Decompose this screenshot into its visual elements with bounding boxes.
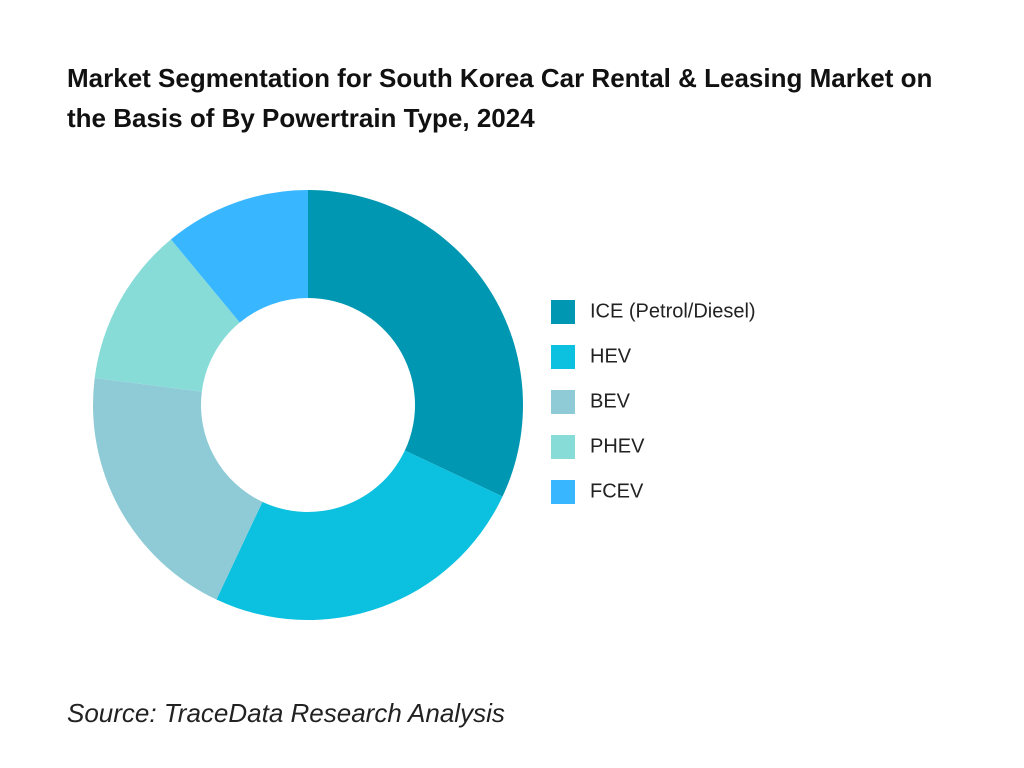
legend-swatch (551, 480, 575, 504)
legend-swatch (551, 345, 575, 369)
donut-slice (93, 378, 263, 600)
donut-slice (170, 190, 308, 323)
legend-label: FCEV (590, 480, 644, 502)
legend-swatch (551, 300, 575, 324)
source-note: Source: TraceData Research Analysis (67, 698, 505, 728)
donut-slice (216, 450, 503, 620)
legend-label: BEV (590, 390, 631, 412)
chart-title: Market Segmentation for South Korea Car … (67, 63, 933, 133)
legend-label: HEV (590, 345, 632, 367)
legend-swatch (551, 435, 575, 459)
donut-slice (94, 239, 240, 392)
legend-label: ICE (Petrol/Diesel) (590, 300, 756, 322)
donut-slice (308, 190, 523, 497)
legend-swatch (551, 390, 575, 414)
legend-label: PHEV (590, 435, 645, 457)
